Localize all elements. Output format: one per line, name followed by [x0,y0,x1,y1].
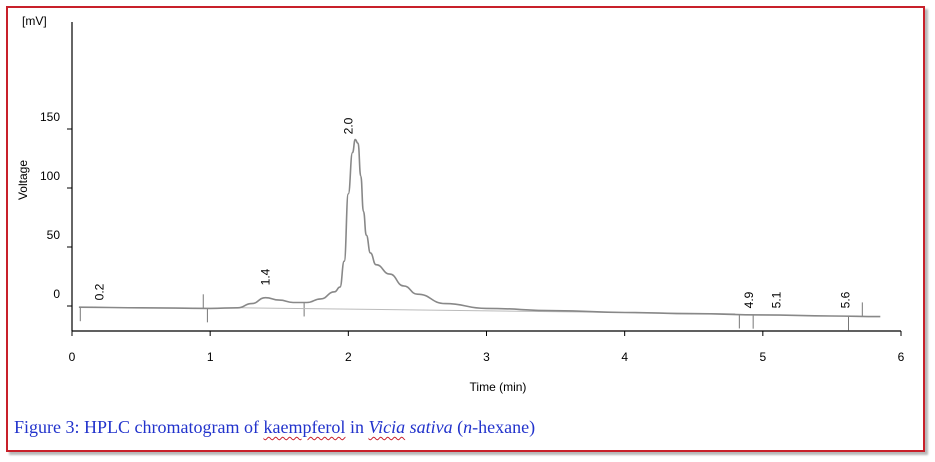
caption-compound: kaempferol [263,417,346,437]
caption-solvent-italic: n [463,417,473,437]
x-tick-label: 3 [483,350,490,364]
chromatogram-line [78,138,881,318]
y-tick-label: 150 [40,110,60,124]
peak-label: 0.2 [93,283,107,300]
caption-paren: ( [452,417,464,437]
peak-label: 5.1 [770,291,784,308]
chromatogram-trace [78,138,881,318]
caption-epithet: sativa [405,417,453,437]
figure-frame [6,6,925,452]
peak-label: 4.9 [742,291,756,308]
peak-label: 1.4 [258,268,272,285]
x-tick-label: 4 [621,350,628,364]
caption-prefix: Figure 3: HPLC chromatogram of [14,417,264,437]
x-axis-title: Time (min) [470,380,527,394]
x-tick-label: 1 [207,350,214,364]
figure-caption: Figure 3: HPLC chromatogram of kaempfero… [14,417,535,438]
x-tick-label: 2 [345,350,352,364]
y-tick-label: 50 [47,228,61,242]
y-axis-unit: [mV] [22,14,47,28]
x-tick-label: 0 [69,350,76,364]
y-tick-label: 100 [40,169,60,183]
caption-solvent: -hexane) [472,417,536,437]
chart-axes: 0 50 100 150 0 1 2 3 4 5 6 Time (min) Voltage [mV] [16,14,905,394]
x-tick-label: 6 [898,350,905,364]
caption-genus: Vicia [368,417,406,437]
peak-label: 5.6 [839,291,853,308]
peak-labels: 0.2 1.4 2.0 4.9 5.1 5.6 [93,117,853,308]
peak-label: 2.0 [341,117,355,134]
caption-in: in [345,417,369,437]
y-tick-label: 0 [53,287,60,301]
y-axis-title: Voltage [16,160,30,200]
x-tick-label: 5 [759,350,766,364]
